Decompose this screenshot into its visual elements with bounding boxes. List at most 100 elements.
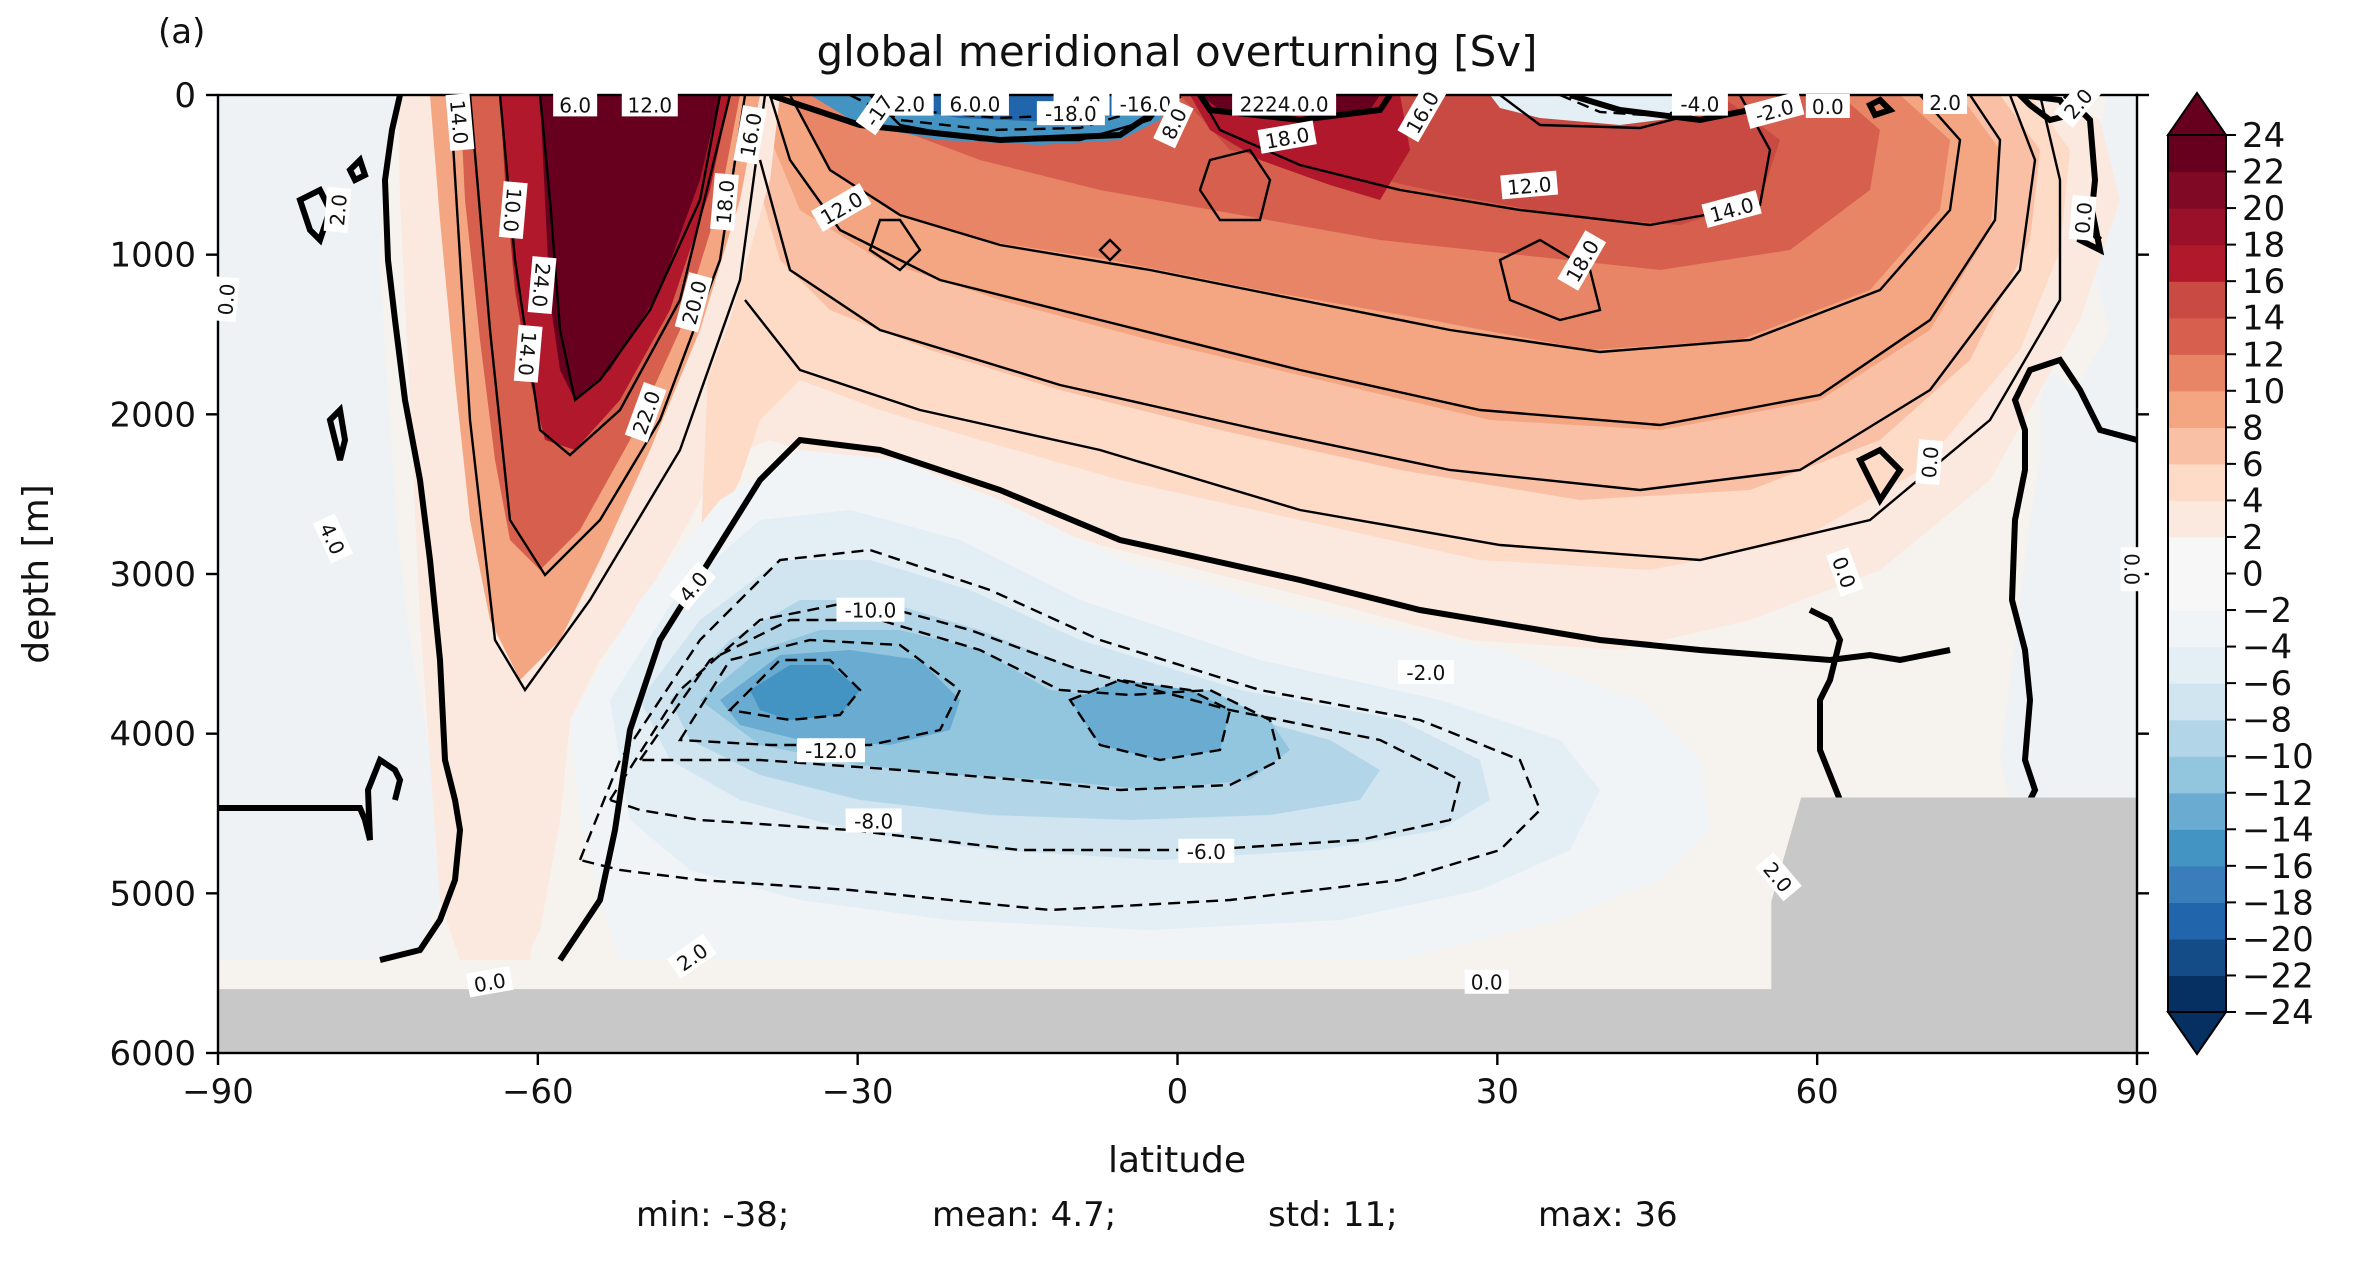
- colorbar-tick-label: 24: [2242, 116, 2285, 156]
- contour-label-text: 0.0: [472, 968, 507, 997]
- contour-label: 18.0: [1257, 120, 1317, 154]
- colorbar-segment: [2168, 610, 2226, 648]
- contour-label-bg: [211, 276, 240, 323]
- colorbar-tick-label: −24: [2242, 993, 2314, 1033]
- colorbar-tick-label: 8: [2242, 408, 2264, 448]
- contour-label-text: -12.0: [805, 739, 857, 763]
- colorbar-tick-label: 4: [2242, 481, 2264, 521]
- contour-label: 0.0: [2068, 194, 2097, 241]
- colorbar-segment: [2168, 646, 2226, 684]
- contour-label-text: -16.0: [1120, 93, 1172, 117]
- contour-label: -12.0: [797, 738, 866, 763]
- contour-label-text: 6.0.0: [949, 93, 1000, 117]
- contour-label-bg: [1755, 852, 1802, 902]
- contour-label-text: 0.0: [2120, 553, 2144, 585]
- colorbar-tick-label: −16: [2242, 847, 2314, 887]
- contour-label: 12.0: [1500, 170, 1559, 200]
- contour-label-bg: [513, 324, 543, 383]
- contour-label-bg: [498, 181, 528, 239]
- colorbar-segment: [2168, 317, 2226, 355]
- contour-label: 10.0: [498, 181, 528, 239]
- contour-label-bg: [1915, 439, 1944, 486]
- contour-label-bg: [733, 105, 767, 165]
- y-ticks: 0 1000 2000 3000 4000 5000 6000: [109, 76, 2149, 1074]
- stats-min: min: -38;: [636, 1195, 790, 1235]
- contour-label: -4.0: [1671, 91, 1728, 117]
- contour-label: 14.0: [513, 324, 543, 383]
- colorbar-segment: [2168, 390, 2226, 428]
- contour-label-bg: [527, 256, 557, 315]
- colorbar-segment: [2168, 135, 2226, 173]
- contour-label-text: 0.0: [213, 282, 240, 316]
- contour-label-bg: [1701, 190, 1762, 228]
- contour-label-bg: [1257, 120, 1317, 154]
- contour-label-bg: [1805, 93, 1850, 118]
- contour-label: 6.0: [553, 92, 598, 117]
- contour-label: 0.0: [1915, 439, 1944, 486]
- x-tick-label: −60: [502, 1072, 574, 1112]
- x-tick-label: 90: [2115, 1072, 2158, 1112]
- contour-label-bg: [1923, 90, 1968, 114]
- colorbar-tick-label: 2: [2242, 518, 2264, 558]
- contour-label-bg: [445, 93, 475, 151]
- colorbar-segment: [2168, 500, 2226, 538]
- contour-label-text: 14.0: [445, 99, 473, 145]
- colorbar-segment: [2168, 536, 2226, 575]
- contour-label: 0.0: [1805, 93, 1850, 119]
- contour-label-bg: [1178, 838, 1235, 863]
- colorbar-segment: [2168, 573, 2226, 611]
- colorbar-tick-label: −14: [2242, 810, 2314, 850]
- colorbar-tick-label: −22: [2242, 956, 2314, 996]
- contour-label: 0.0: [211, 276, 240, 323]
- contour-label-bg: [553, 92, 598, 117]
- contour-label-bg: [855, 85, 901, 136]
- contour-label-text: 2224.0.0: [1240, 93, 1329, 117]
- contour-label: 2.0: [1923, 90, 1968, 115]
- contour-label-bg: [710, 172, 739, 231]
- contour-label-bg: [1397, 81, 1447, 143]
- contour-label: -8.0: [845, 808, 902, 833]
- colorbar-segment: [2168, 354, 2226, 392]
- aabw-12: [750, 665, 860, 720]
- contour-label: 8.0: [1153, 98, 1194, 149]
- colorbar-tick-label: −2: [2242, 591, 2292, 631]
- contour-label-text: 6.0: [559, 93, 591, 117]
- x-tick-label: 60: [1796, 1072, 1839, 1112]
- contour-label-text: -6.0: [1187, 840, 1226, 864]
- y-tick-label: 0: [174, 76, 196, 116]
- contour-label-bg: [1397, 659, 1454, 684]
- contour-label-text: 18.0: [712, 179, 740, 225]
- panel-label: (a): [158, 12, 206, 52]
- colorbar-segment: [2168, 719, 2226, 757]
- colorbar-tick-label: −8: [2242, 701, 2292, 741]
- colorbar-segment: [2168, 792, 2226, 830]
- colorbar-segment: [2168, 463, 2226, 502]
- colorbar-extend-min: [2166, 1011, 2228, 1056]
- contour-label: 2224.0.0: [1232, 91, 1337, 117]
- colorbar-tick-label: −4: [2242, 628, 2292, 668]
- contour-label-text: 2.0: [325, 193, 352, 227]
- contour-label-text: 12.0: [628, 93, 673, 117]
- y-tick-label: 1000: [109, 236, 196, 276]
- colorbar-tick-label: 16: [2242, 262, 2285, 302]
- colorbar-segment: [2168, 829, 2226, 867]
- contour-label-text: 0.0: [1471, 971, 1503, 995]
- colorbar-segment: [2168, 427, 2226, 465]
- colorbar: 242220181614121086420−2−4−6−8−10−12−14−1…: [2166, 91, 2314, 1056]
- contour-labels: 6.0 12.014.0 16.010.0 18.02.00.0 24.014.020.…: [211, 78, 2145, 998]
- contour-label-bg: [1464, 969, 1509, 994]
- contour-label-text: -4.0: [1680, 93, 1719, 117]
- chart-title: global meridional overturning [Sv]: [816, 27, 1537, 76]
- contour-label-bg: [2120, 547, 2145, 592]
- seafloor-mask: [218, 797, 2137, 1053]
- contour-label-text: 2.0: [1929, 91, 1961, 115]
- contour-label: -18.0: [1036, 101, 1105, 126]
- contour-label: 18.0: [710, 172, 740, 231]
- contour-label-text: 0.0: [2070, 201, 2097, 235]
- contour-label: 14.0: [445, 93, 475, 151]
- colorbar-tick-label: 6: [2242, 445, 2264, 485]
- contour-label-bg: [312, 513, 354, 564]
- contour-label: -16.0: [1111, 91, 1180, 117]
- colorbar-segment: [2168, 865, 2226, 903]
- x-tick-label: 0: [1167, 1072, 1189, 1112]
